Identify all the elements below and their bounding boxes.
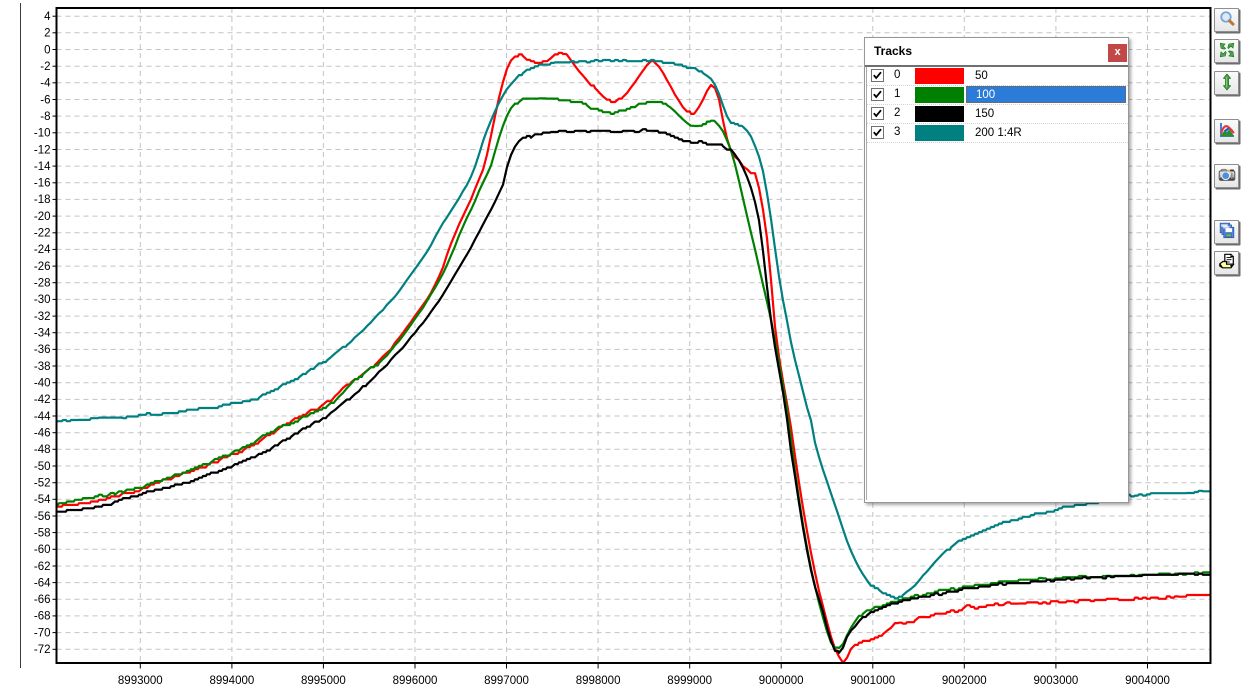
svg-text:9004000: 9004000 xyxy=(1125,675,1170,687)
svg-text:-44: -44 xyxy=(34,411,51,423)
svg-text:8996000: 8996000 xyxy=(393,675,438,687)
svg-text:-56: -56 xyxy=(34,511,51,523)
svg-text:-32: -32 xyxy=(34,311,51,323)
svg-text:-2: -2 xyxy=(40,61,50,73)
svg-text:9003000: 9003000 xyxy=(1034,675,1079,687)
svg-text:-68: -68 xyxy=(34,611,51,623)
svg-text:8993000: 8993000 xyxy=(118,675,163,687)
svg-text:-28: -28 xyxy=(34,278,51,290)
svg-text:-38: -38 xyxy=(34,361,51,373)
svg-text:-48: -48 xyxy=(34,444,51,456)
svg-text:9000000: 9000000 xyxy=(759,675,804,687)
svg-text:-10: -10 xyxy=(34,128,51,140)
svg-text:-36: -36 xyxy=(34,344,51,356)
svg-text:-70: -70 xyxy=(34,627,51,639)
svg-text:-12: -12 xyxy=(34,144,51,156)
svg-text:-30: -30 xyxy=(34,294,51,306)
svg-text:8997000: 8997000 xyxy=(484,675,529,687)
svg-text:-8: -8 xyxy=(40,111,50,123)
svg-text:-64: -64 xyxy=(34,577,51,589)
svg-text:-66: -66 xyxy=(34,594,51,606)
svg-text:-4: -4 xyxy=(40,78,51,90)
svg-text:2: 2 xyxy=(44,28,50,40)
svg-text:-58: -58 xyxy=(34,527,51,539)
svg-text:-20: -20 xyxy=(34,211,51,223)
svg-text:-18: -18 xyxy=(34,194,51,206)
svg-text:-72: -72 xyxy=(34,644,51,656)
svg-text:-60: -60 xyxy=(34,544,51,556)
svg-text:9002000: 9002000 xyxy=(942,675,987,687)
svg-text:8995000: 8995000 xyxy=(301,675,346,687)
svg-text:-50: -50 xyxy=(34,461,51,473)
svg-text:8999000: 8999000 xyxy=(667,675,712,687)
svg-text:-14: -14 xyxy=(34,161,51,173)
svg-text:-22: -22 xyxy=(34,228,51,240)
svg-text:-52: -52 xyxy=(34,478,51,490)
svg-text:-26: -26 xyxy=(34,261,51,273)
svg-text:8994000: 8994000 xyxy=(210,675,255,687)
svg-text:9001000: 9001000 xyxy=(850,675,895,687)
svg-text:-54: -54 xyxy=(34,494,51,506)
svg-text:8998000: 8998000 xyxy=(576,675,621,687)
svg-text:-40: -40 xyxy=(34,378,51,390)
svg-text:-62: -62 xyxy=(34,561,51,573)
svg-text:-46: -46 xyxy=(34,428,51,440)
svg-text:-24: -24 xyxy=(34,244,51,256)
svg-text:0: 0 xyxy=(44,44,50,56)
svg-text:-42: -42 xyxy=(34,394,51,406)
svg-text:4: 4 xyxy=(44,11,51,23)
svg-text:-34: -34 xyxy=(34,328,51,340)
svg-text:-16: -16 xyxy=(34,178,51,190)
svg-text:-6: -6 xyxy=(40,94,50,106)
